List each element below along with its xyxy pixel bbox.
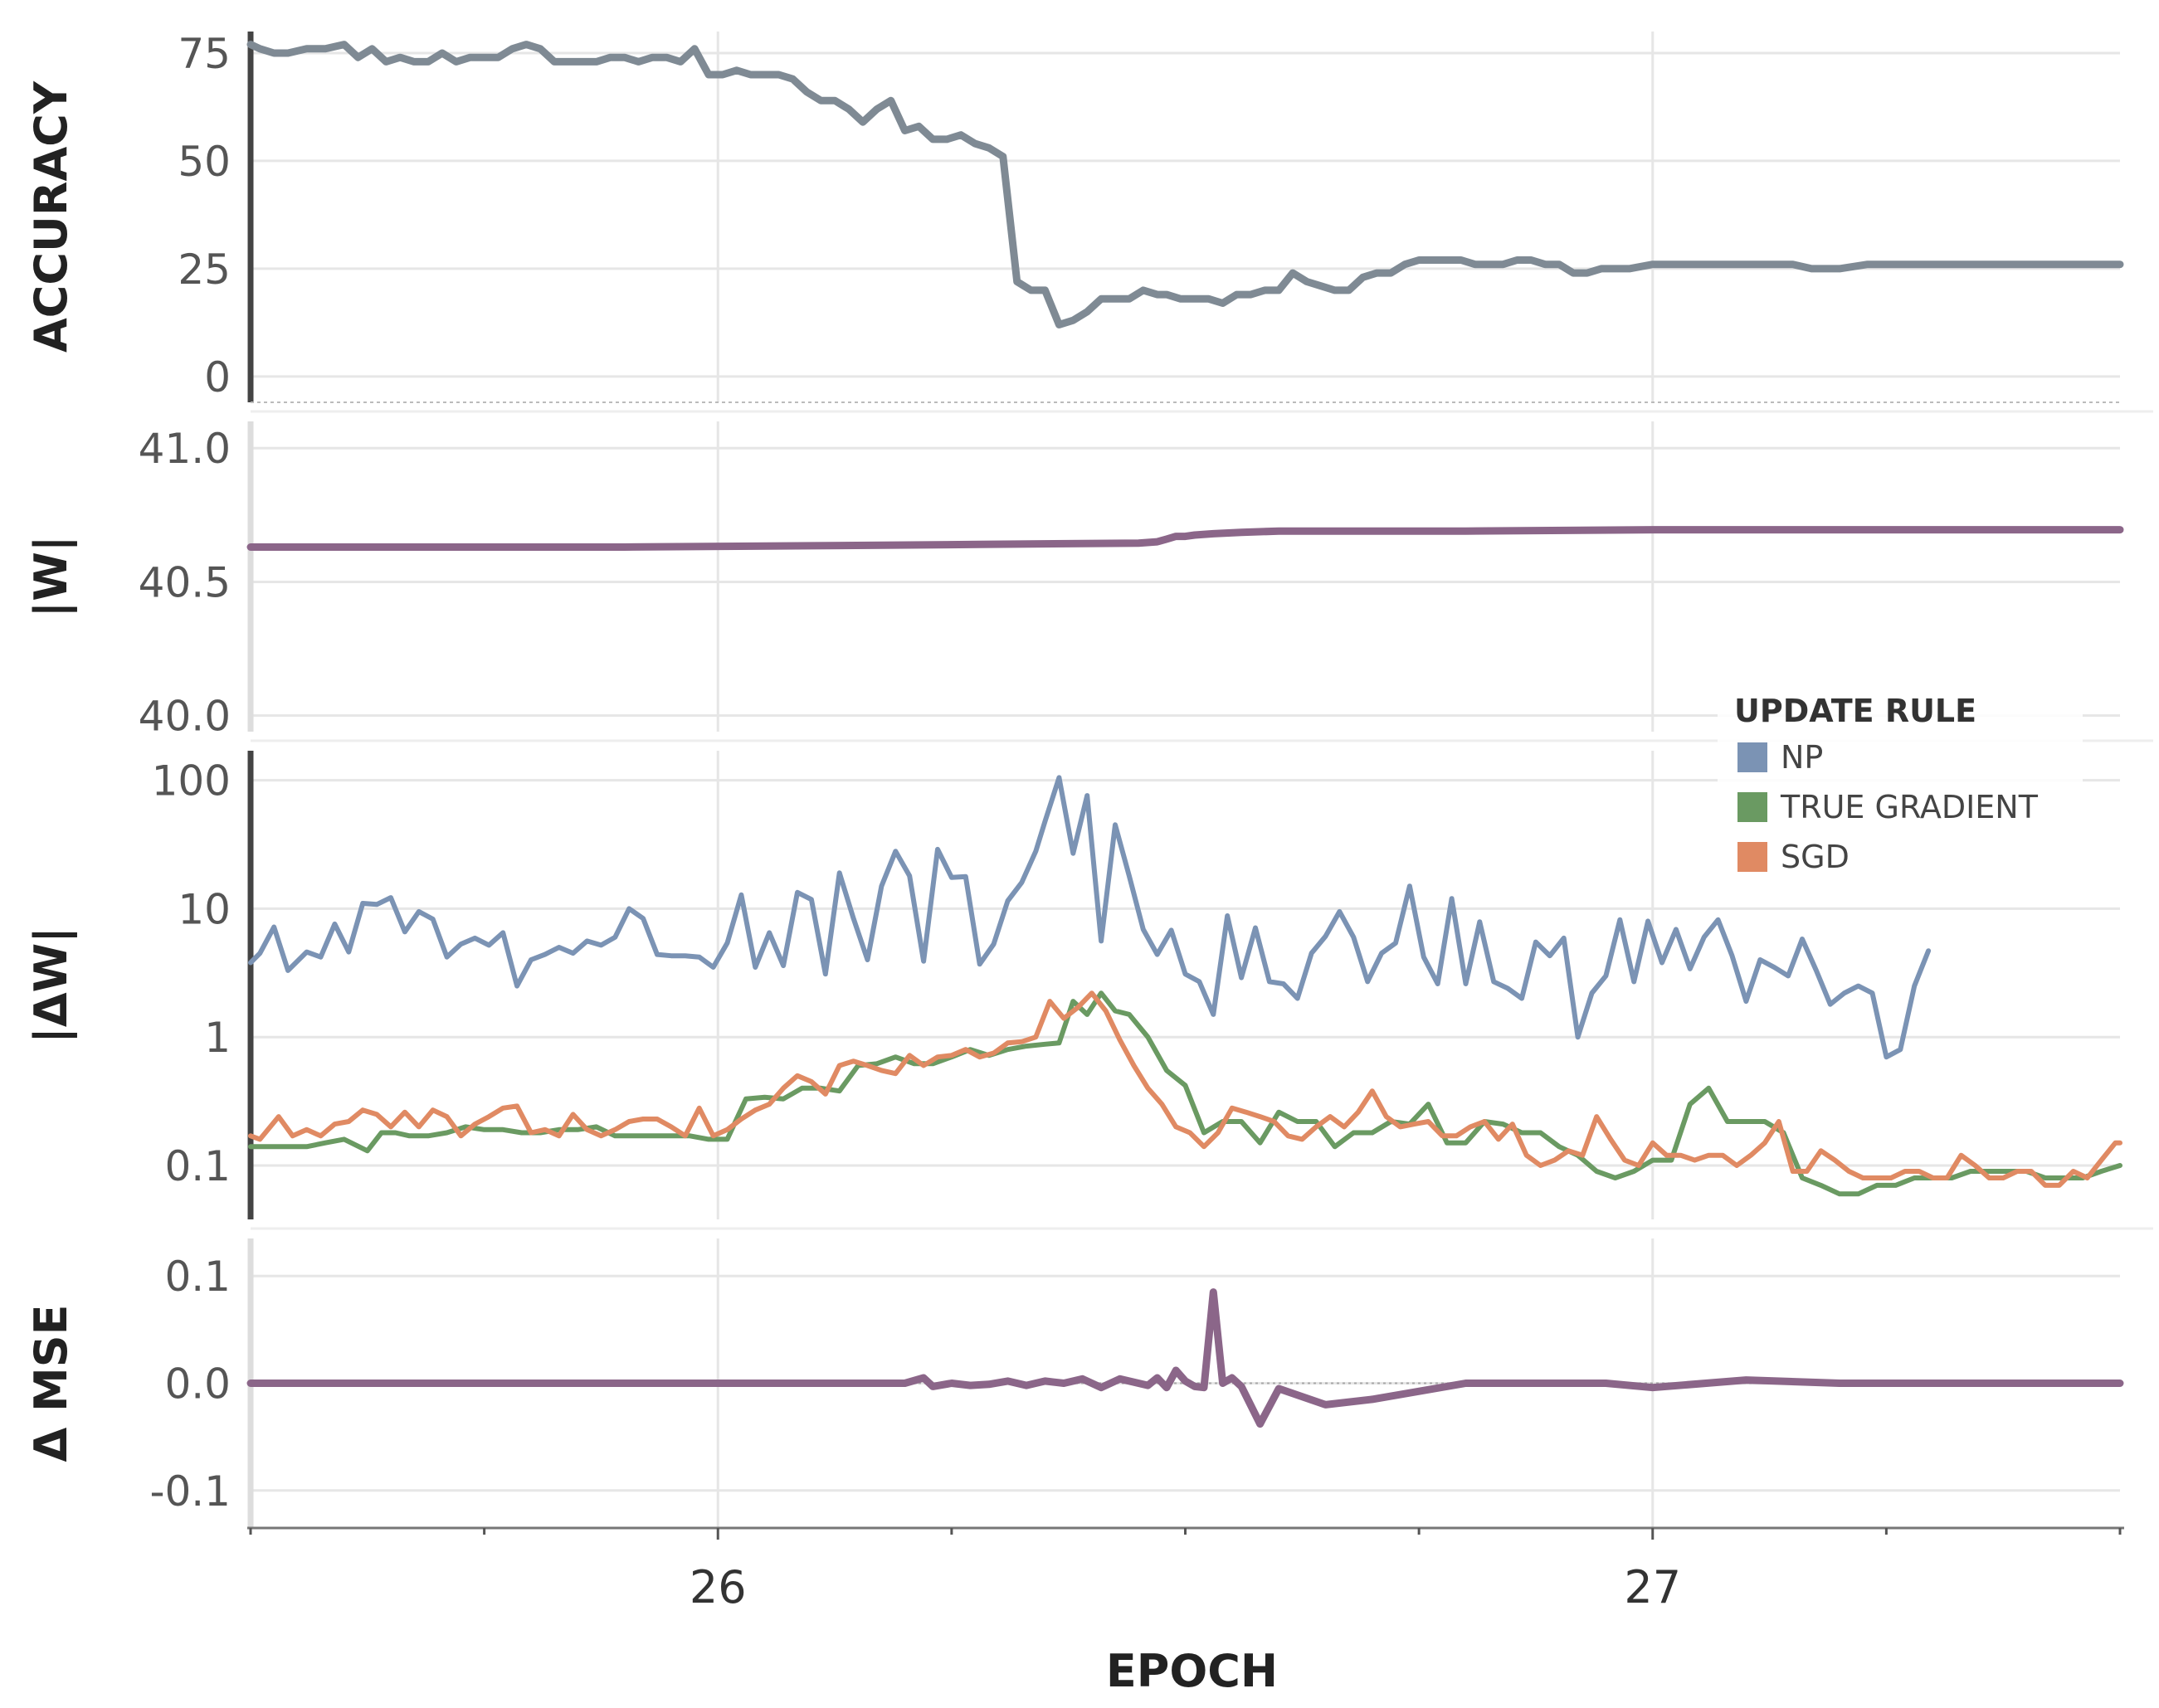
series-line-sgd [248, 990, 2122, 1188]
y-tick-label: 1 [204, 1014, 231, 1062]
y-tick-label: 25 [178, 246, 231, 294]
y-tick-label: 40.0 [139, 693, 231, 741]
legend-swatch [1737, 792, 1767, 822]
legend-swatch [1737, 842, 1767, 872]
series-line-panel4 [246, 1288, 2124, 1428]
y-tick-label: 0.1 [164, 1142, 231, 1190]
y-tick-label: 50 [178, 138, 231, 186]
y-tick-label: 0.0 [164, 1360, 231, 1409]
y-tick-label: -0.1 [149, 1467, 231, 1516]
series-line-true-gradient [248, 990, 2122, 1197]
y-tick-label: 0.1 [164, 1253, 231, 1301]
y-tick-label: 40.5 [139, 558, 231, 606]
y-tick-label: 41.0 [139, 425, 231, 473]
legend-background [1718, 684, 2083, 883]
series-line-panel1 [246, 41, 2124, 328]
y-axis-title: |ΔW| [25, 927, 77, 1044]
y-tick-label: 0 [204, 353, 231, 401]
y-tick-label: 75 [178, 30, 231, 78]
y-axis-title: |W| [25, 535, 77, 617]
y-tick-label: 10 [178, 885, 231, 933]
legend-title: UPDATE RULE [1734, 693, 1976, 729]
x-tick-label: 26 [690, 1561, 747, 1613]
legend-swatch [1737, 742, 1767, 772]
legend-label: NP [1781, 739, 1823, 776]
legend-label: TRUE GRADIENT [1780, 789, 2039, 825]
legend-label: SGD [1781, 839, 1850, 875]
x-tick-label: 27 [1624, 1561, 1681, 1613]
x-axis-title: EPOCH [1106, 1645, 1278, 1697]
y-axis-title: ACCURACY [25, 80, 77, 353]
series-line-panel2 [246, 526, 2124, 551]
y-axis-title: Δ MSE [25, 1304, 77, 1462]
y-tick-label: 100 [152, 757, 231, 805]
series-line-np [248, 775, 1932, 1060]
